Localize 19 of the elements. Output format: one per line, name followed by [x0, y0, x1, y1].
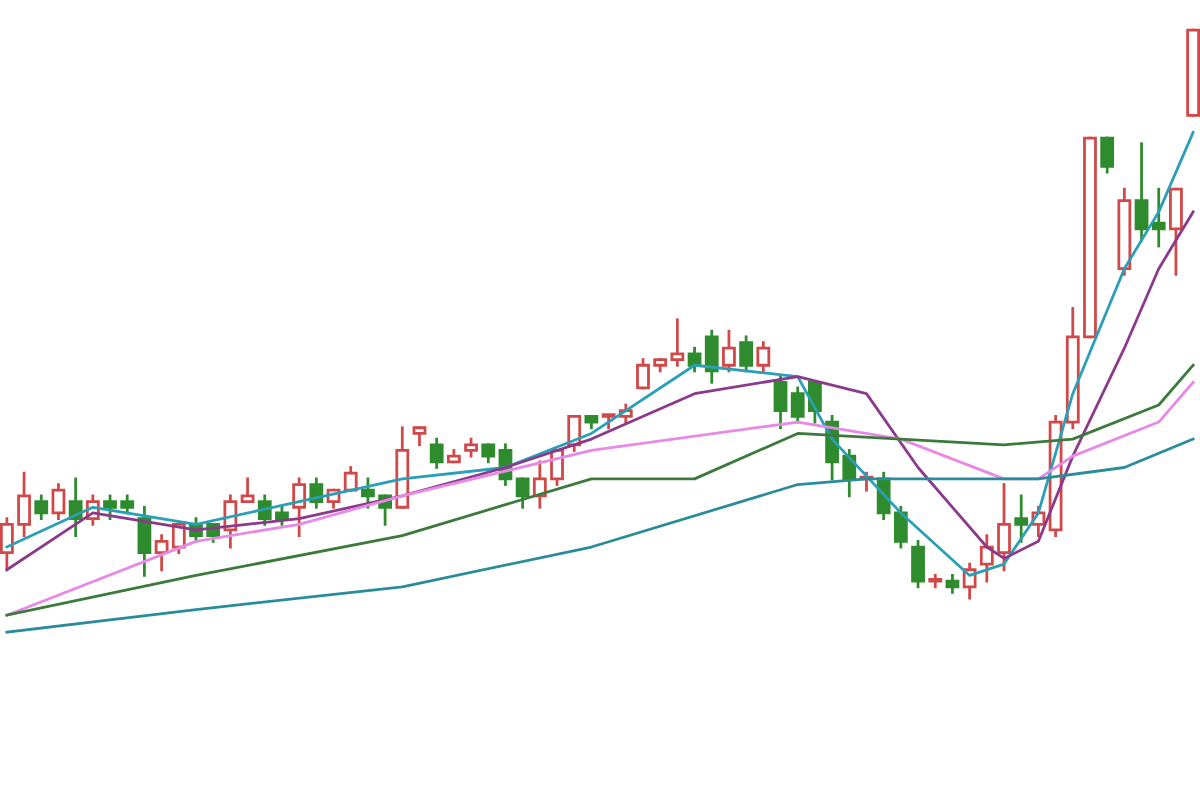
candlestick [1014, 494, 1029, 543]
candlestick [928, 574, 943, 589]
candlestick [1151, 187, 1166, 248]
candlestick [1100, 136, 1115, 174]
candlestick [773, 375, 788, 430]
candlestick [292, 477, 307, 538]
candlestick [911, 539, 925, 589]
candlestick [429, 437, 444, 469]
candlestick [154, 534, 169, 572]
candlestick [756, 341, 771, 373]
candlestick [51, 483, 66, 521]
candlestick [722, 329, 736, 373]
candlestick [1134, 142, 1149, 242]
candlestick [34, 494, 49, 521]
candlestick [739, 335, 754, 373]
candlestick [240, 477, 255, 503]
candlestick [515, 477, 530, 509]
candlestick [704, 329, 719, 384]
candlestick [1169, 187, 1183, 276]
